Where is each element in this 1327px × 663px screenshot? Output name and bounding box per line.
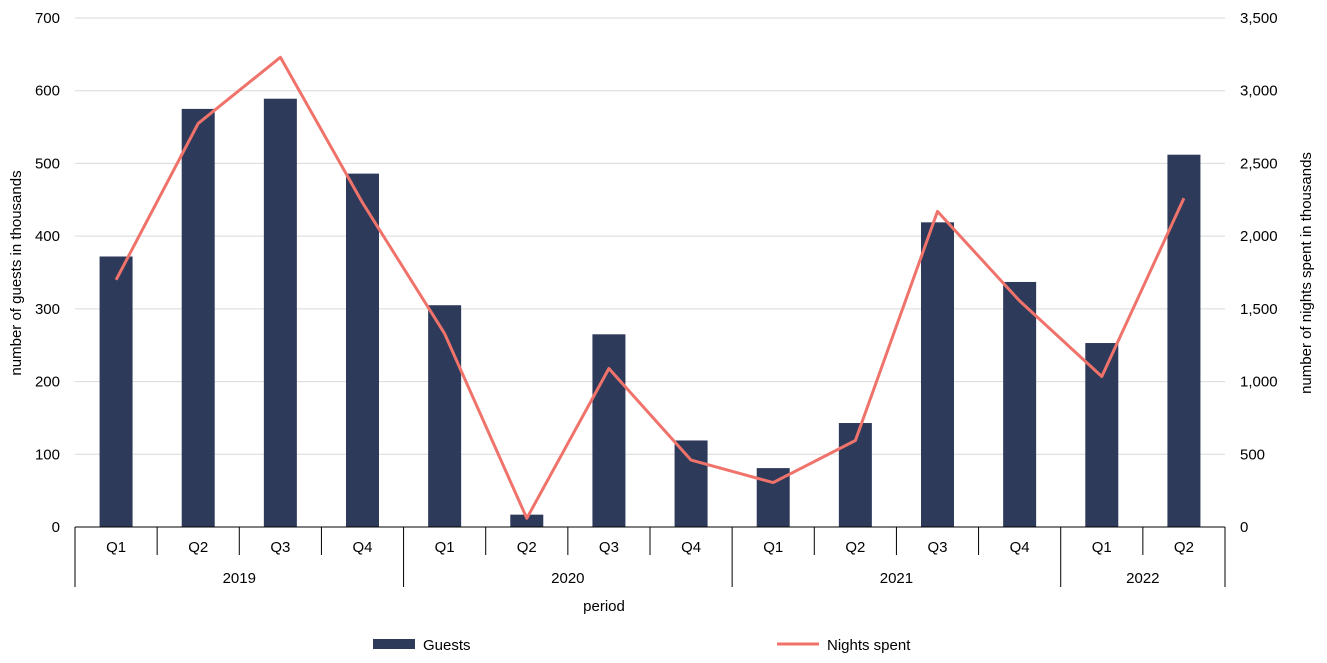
legend-swatch-guests [373, 639, 415, 649]
x-tick-label: Q3 [270, 539, 290, 556]
bar [181, 108, 215, 528]
bar [1167, 154, 1201, 527]
x-tick-label: Q1 [435, 539, 455, 556]
x-tick-label: Q1 [763, 539, 783, 556]
y2-tick-label: 3,500 [1240, 10, 1278, 27]
bar [428, 305, 462, 527]
x-tick-label: Q2 [845, 539, 865, 556]
x-tick-label: Q4 [352, 539, 372, 556]
bar [99, 256, 133, 527]
bar [921, 222, 954, 527]
bar [592, 334, 626, 527]
legend: Guests Nights spent [373, 637, 911, 654]
y2-tick-label: 3,000 [1240, 83, 1278, 100]
bar [1003, 281, 1037, 527]
x-tick-label: Q2 [1174, 539, 1194, 556]
y-tick-label: 700 [35, 10, 60, 27]
nights-spent-line [114, 55, 1186, 520]
y-tick-label: 600 [35, 83, 60, 100]
x-axis: Q1 Q2 Q3 Q4 Q1 Q2 Q3 Q4 Q1 Q2 Q3 Q4 Q1 Q2 2019 2020 2021… [74, 526, 1226, 587]
y-tick-label: 100 [35, 446, 60, 463]
legend-label-guests: Guests [423, 637, 471, 654]
y2-tick-label: 500 [1240, 446, 1265, 463]
x-tick-label: Q2 [188, 539, 208, 556]
bar [346, 173, 379, 527]
x-tick-label: Q1 [106, 539, 126, 556]
y2-tick-label: 1,500 [1240, 301, 1278, 318]
y2-tick-label: 1,000 [1240, 374, 1278, 391]
x-tick-label: Q2 [517, 539, 537, 556]
group-label: 2022 [1126, 570, 1159, 587]
bar [263, 98, 297, 527]
y2-tick-label: 2,500 [1240, 155, 1278, 172]
y-tick-label: 500 [35, 155, 60, 172]
y2-tick-label: 0 [1240, 519, 1248, 536]
x-axis-title: period [583, 598, 625, 615]
y2-tick-label: 2,000 [1240, 228, 1278, 245]
group-label: 2019 [223, 570, 256, 587]
y-axis-right: 0 500 1,000 1,500 2,000 2,500 3,000 3,500 [1240, 10, 1278, 536]
legend-label-nights-spent: Nights spent [827, 637, 911, 654]
bar [510, 514, 544, 527]
y-tick-label: 400 [35, 228, 60, 245]
line-series-nights-spent [114, 55, 1186, 520]
bar [1085, 343, 1119, 527]
group-label: 2021 [880, 570, 913, 587]
y-tick-label: 0 [52, 519, 60, 536]
x-tick-label: Q3 [927, 539, 947, 556]
y-axis-left-title: number of guests in thousands [8, 170, 25, 375]
y-tick-label: 300 [35, 301, 60, 318]
group-label: 2020 [551, 570, 584, 587]
x-tick-label: Q4 [1010, 539, 1030, 556]
y-tick-label: 200 [35, 374, 60, 391]
bar [674, 440, 708, 527]
y-axis-right-title: number of nights spent in thousands [1298, 152, 1315, 394]
x-tick-label: Q4 [681, 539, 701, 556]
y-axis-left: 0 100 200 300 400 500 600 700 [35, 10, 60, 536]
x-tick-label: Q1 [1092, 539, 1112, 556]
bar-series-guests [99, 98, 1201, 528]
x-tick-label: Q3 [599, 539, 619, 556]
